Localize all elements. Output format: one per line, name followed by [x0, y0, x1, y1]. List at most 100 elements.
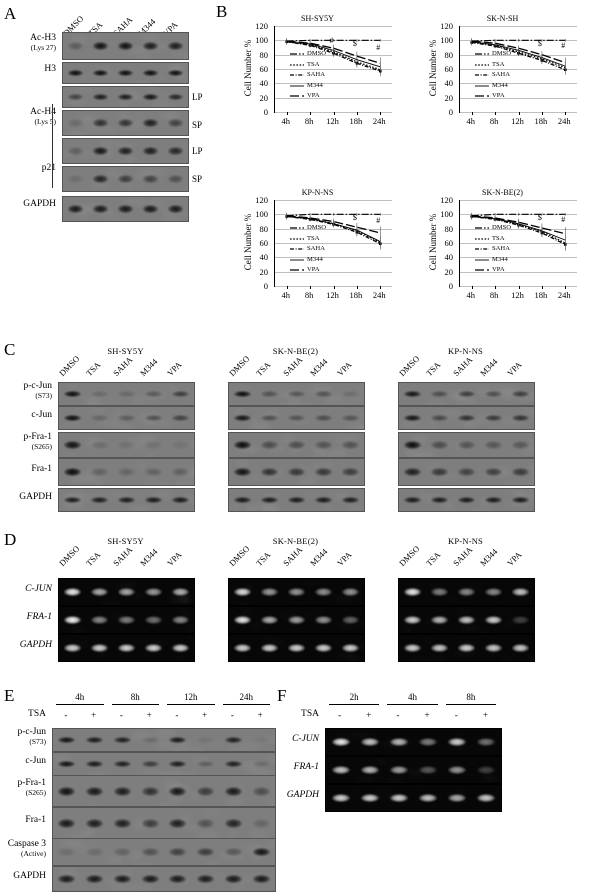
blot-band [404, 616, 421, 624]
chart-xtickmark [565, 286, 566, 289]
blot-texture [132, 83, 152, 84]
chart-xtick-24h: 24h [367, 290, 391, 300]
chart-xtickmark [310, 112, 311, 115]
legend-label-M344: M344 [307, 256, 323, 263]
panel-f-treatment-label: TSA [0, 710, 319, 720]
blot-band [342, 441, 359, 448]
blot-texture [123, 198, 146, 205]
blot-band [118, 94, 134, 100]
blot-band [431, 441, 448, 448]
blot-band [458, 588, 475, 596]
blot-texture [74, 87, 94, 91]
panel-f-timepoint-4h: 4h [383, 692, 441, 702]
blot-texture [267, 842, 276, 848]
chart-xtickmark [495, 286, 496, 289]
panel-letter-f: F [277, 686, 286, 706]
panel-c-blot-g1-r1 [228, 406, 365, 430]
panel-d-row-label-0: C-JUN [0, 585, 52, 595]
blot-texture [138, 463, 146, 468]
legend-swatch-VPA [475, 94, 489, 98]
blot-texture [247, 832, 267, 837]
blot-texture [468, 660, 480, 662]
blot-texture [143, 56, 150, 60]
panel-a-row-label: H3 [2, 65, 56, 75]
panel-c-row-label-1: c-Jun [0, 411, 52, 421]
blot-band [197, 875, 214, 882]
blot-band [142, 875, 159, 882]
blot-band [261, 441, 278, 448]
panel-f-row-label-1: FRA-1 [0, 763, 319, 773]
blot-band [261, 644, 278, 652]
panel-a-blot-4 [62, 138, 189, 164]
chart-xtickmark [542, 286, 543, 289]
blot-band [342, 497, 359, 504]
blot-band [93, 205, 109, 212]
blot-texture [441, 502, 453, 509]
blot-texture [361, 411, 365, 419]
blot-band [118, 468, 135, 476]
chart-xtickmark [495, 112, 496, 115]
blot-band [261, 391, 278, 398]
panel-a-blot-3 [62, 110, 189, 136]
blot-texture [492, 609, 515, 612]
panel-c-blot-g1-r4 [228, 488, 365, 512]
panel-d-g1-lane-label-saha: SAHA [281, 545, 304, 568]
blot-texture [327, 640, 345, 645]
blot-texture [122, 156, 136, 163]
blot-texture [62, 453, 77, 457]
blot-band [145, 468, 162, 476]
legend-label-TSA: TSA [307, 61, 319, 68]
legend-label-VPA: VPA [307, 266, 320, 273]
legend-swatch-M344 [290, 258, 304, 262]
legend-swatch-DMSO [290, 52, 304, 56]
blot-texture [127, 659, 133, 662]
panel-f-timepoint-2h: 2h [325, 692, 383, 702]
blot-band [143, 94, 159, 100]
blot-texture [425, 637, 435, 644]
blot-band [342, 468, 359, 476]
chart-xtick-8h: 8h [297, 290, 321, 300]
chart-xtickmark [519, 112, 520, 115]
panel-a-row-label: Ac-H4 (Lys 5) [2, 108, 56, 126]
panel-e-timepoint-rule-8h [112, 704, 160, 705]
blot-band [118, 441, 135, 448]
panel-d-g2-lane-label-vpa: VPA [505, 549, 524, 568]
blot-texture [378, 759, 387, 764]
panel-e-timepoint-4h: 4h [52, 692, 108, 702]
legend-label-DMSO: DMSO [492, 50, 511, 57]
blot-texture [351, 787, 362, 791]
blot-band [332, 766, 350, 774]
panel-d-g0-lane-label-tsa: TSA [84, 550, 102, 568]
blot-band [168, 175, 184, 182]
panel-e-blot-5 [52, 866, 276, 892]
panel-f-timepoint-rule-4h [387, 704, 437, 705]
blot-band [361, 794, 379, 802]
panel-a-row-label: Ac-H3 (Lys 27) [2, 34, 56, 52]
blot-band [118, 616, 135, 624]
blot-texture [400, 422, 422, 428]
legend-swatch-SAHA [475, 73, 489, 77]
panel-c-blot-g0-r1 [58, 406, 195, 430]
blot-band [118, 119, 134, 126]
blot-texture [499, 656, 513, 660]
panel-e-timepoint-8h: 8h [108, 692, 164, 702]
blot-texture [192, 420, 195, 424]
blot-band [458, 468, 475, 476]
panel-c-blot-g2-r1 [398, 406, 535, 430]
blot-band [145, 588, 162, 596]
blot-texture [59, 869, 77, 874]
blot-texture [184, 624, 195, 633]
blot-band [485, 588, 502, 596]
legend-swatch-DMSO [475, 52, 489, 56]
panel-e-timepoint-12h: 12h [163, 692, 219, 702]
blot-texture [170, 51, 183, 55]
blot-band [118, 391, 135, 398]
blot-texture [527, 483, 535, 486]
blot-texture [352, 792, 359, 799]
blot-band [143, 205, 159, 212]
blot-texture [359, 385, 365, 393]
blot-texture [348, 506, 362, 511]
blot-band [93, 119, 109, 126]
blot-band [404, 391, 421, 398]
blot-band [342, 588, 359, 596]
